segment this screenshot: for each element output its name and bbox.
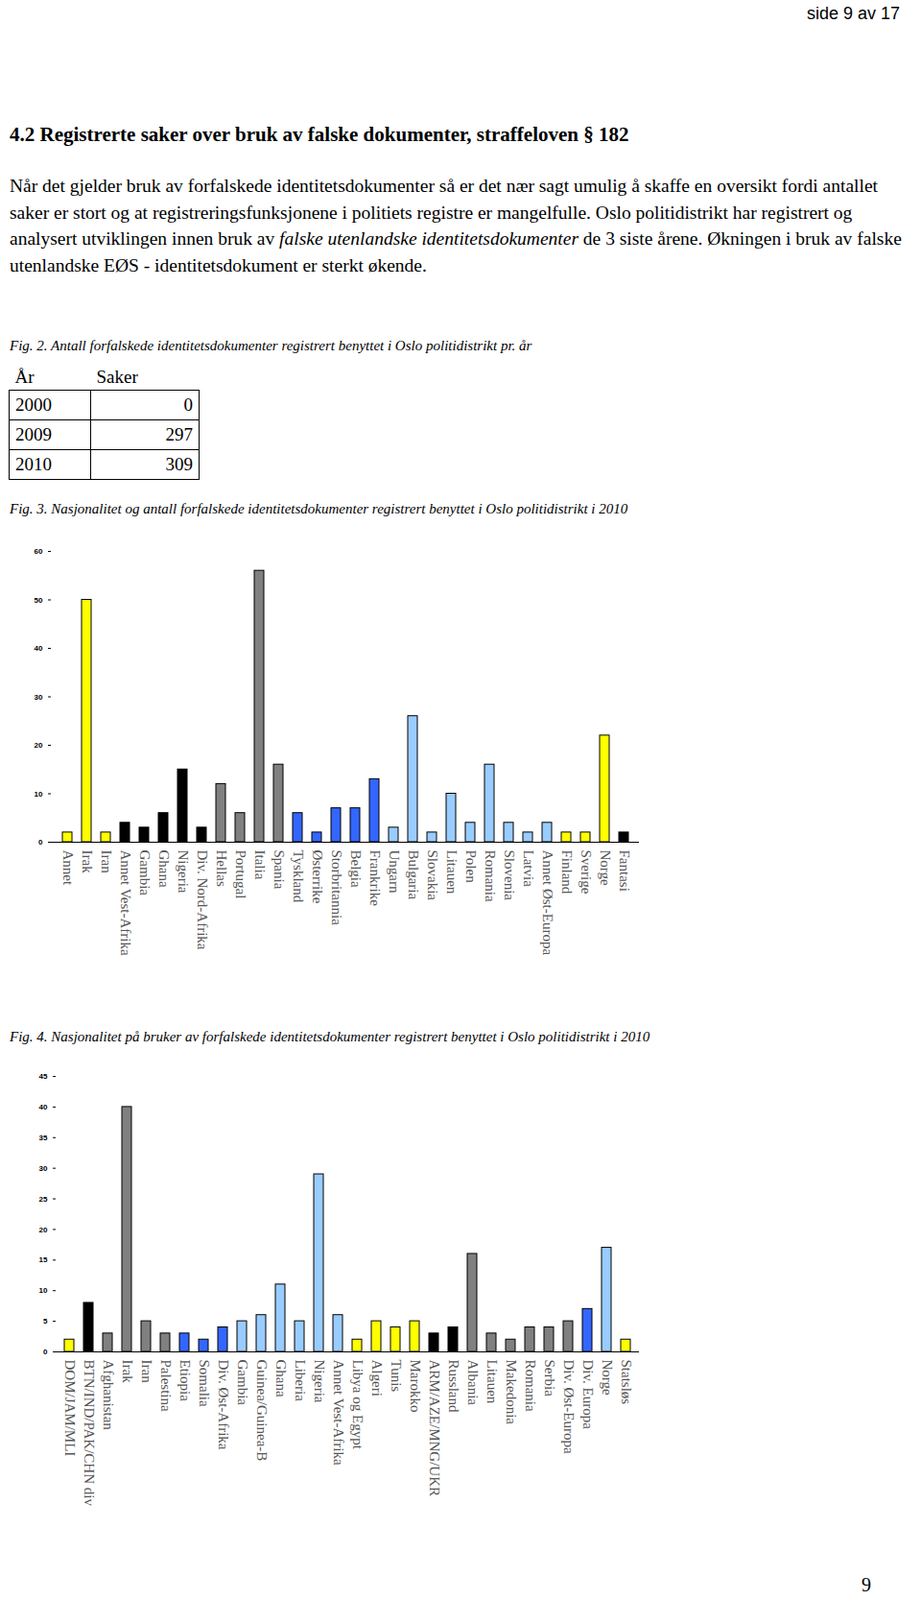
svg-text:Nigeria: Nigeria [311, 1359, 328, 1403]
svg-text:Iran: Iran [98, 850, 115, 874]
svg-text:Portugal: Portugal [233, 850, 249, 899]
svg-text:Annet: Annet [60, 850, 76, 886]
svg-text:Div. Nord-Afrika: Div. Nord-Afrika [194, 850, 211, 950]
svg-text:Ghana: Ghana [273, 1359, 289, 1397]
svg-text:Irak: Irak [79, 850, 95, 874]
svg-text:15: 15 [39, 1254, 48, 1264]
svg-text:10: 10 [39, 1285, 48, 1295]
svg-text:Albania: Albania [465, 1359, 481, 1406]
svg-text:Litauen: Litauen [484, 1359, 500, 1404]
html-text:Når det gjelder bruk av forfal: Når det gjelder bruk av forfalskede iden… [9, 175, 902, 275]
svg-text:Algeri: Algeri [369, 1359, 385, 1396]
svg-text:Makedonia: Makedonia [503, 1359, 520, 1425]
html-text:4.2 Registrerte saker over bru: 4.2 Registrerte saker over bruk av falsk… [9, 122, 629, 146]
svg-text:Slovakia: Slovakia [425, 850, 441, 901]
svg-text:Tyskland: Tyskland [290, 850, 307, 903]
svg-text:Slovenia: Slovenia [501, 850, 518, 901]
svg-text:30: 30 [39, 1163, 48, 1173]
svg-text:0: 0 [38, 837, 44, 847]
svg-text:DOM/JAM/MLI: DOM/JAM/MLI [62, 1359, 78, 1457]
html-text:0: 0 [183, 394, 193, 415]
html-text:2010: 2010 [15, 453, 52, 474]
svg-text:Ungarn: Ungarn [386, 850, 402, 894]
svg-text:Norge: Norge [597, 850, 614, 887]
svg-text:Afghanistan: Afghanistan [100, 1359, 117, 1431]
svg-text:40: 40 [34, 643, 44, 653]
svg-text:Sverige: Sverige [578, 850, 594, 895]
svg-text:Serbia: Serbia [542, 1359, 558, 1397]
svg-text:Annet Vest-Afrika: Annet Vest-Afrika [330, 1359, 347, 1465]
svg-text:Bulgaria: Bulgaria [405, 850, 422, 900]
svg-text:Ghana: Ghana [156, 850, 172, 888]
svg-text:BTN/IND/PAK/CHN div: BTN/IND/PAK/CHN div [81, 1359, 97, 1507]
svg-text:Somalia: Somalia [196, 1359, 213, 1408]
svg-text:Nigeria: Nigeria [175, 850, 191, 894]
svg-text:Gambia: Gambia [137, 850, 153, 897]
svg-text:Irak: Irak [119, 1359, 136, 1384]
svg-text:Etiopia: Etiopia [177, 1359, 193, 1402]
svg-text:Spania: Spania [271, 850, 287, 890]
svg-text:25: 25 [39, 1194, 48, 1204]
svg-text:Russland: Russland [446, 1359, 462, 1414]
svg-text:Div. Øst-Afrika: Div. Øst-Afrika [215, 1359, 232, 1450]
svg-text:Norge: Norge [599, 1359, 615, 1396]
svg-text:Palestina: Palestina [158, 1359, 174, 1412]
html-text:Fig. 3. Nasjonalitet og antall: Fig. 3. Nasjonalitet og antall forfalske… [9, 500, 628, 517]
svg-text:Liberia: Liberia [292, 1359, 308, 1402]
svg-text:Italia: Italia [252, 850, 268, 880]
html-text:side 9 av 17: side 9 av 17 [806, 3, 900, 24]
html-text:9: 9 [861, 1573, 872, 1595]
html-text:2000: 2000 [15, 394, 52, 415]
html-text:2009: 2009 [15, 424, 52, 445]
svg-text:Hellas: Hellas [213, 850, 230, 887]
html-text:Fig. 4. Nasjonalitet på bruker: Fig. 4. Nasjonalitet på bruker av forfal… [9, 1028, 650, 1044]
html-text:309: 309 [165, 453, 193, 474]
svg-text:Storbritannia: Storbritannia [329, 850, 345, 926]
svg-text:Div. Europa: Div. Europa [580, 1359, 596, 1430]
svg-text:Belgia: Belgia [348, 850, 364, 888]
svg-text:Div. Øst-Europa: Div. Øst-Europa [561, 1359, 577, 1455]
svg-text:50: 50 [34, 595, 44, 605]
svg-text:Finland: Finland [559, 850, 575, 895]
svg-text:45: 45 [39, 1071, 48, 1081]
svg-text:Statsløs: Statsløs [618, 1359, 635, 1405]
svg-text:Tunis: Tunis [388, 1359, 404, 1393]
html-text:297: 297 [165, 424, 193, 445]
svg-text:Polen: Polen [463, 850, 479, 884]
svg-text:Fantasi: Fantasi [616, 850, 633, 892]
svg-text:Annet Øst-Europa: Annet Øst-Europa [540, 850, 556, 956]
svg-text:60: 60 [34, 546, 44, 556]
html-text:Saker: Saker [96, 366, 138, 387]
svg-text:Guinea/Guinea-B: Guinea/Guinea-B [254, 1359, 270, 1462]
svg-text:20: 20 [34, 740, 44, 750]
html-text:År: År [14, 366, 35, 387]
svg-text:30: 30 [34, 692, 44, 702]
svg-text:Romania: Romania [522, 1359, 539, 1412]
svg-text:Annet Vest-Afrika: Annet Vest-Afrika [118, 850, 134, 956]
svg-text:35: 35 [39, 1133, 48, 1142]
svg-text:10: 10 [34, 789, 44, 799]
svg-text:Østerrike: Østerrike [309, 850, 326, 904]
svg-text:ARM/AZE/MNG/UKR: ARM/AZE/MNG/UKR [426, 1359, 443, 1497]
svg-text:Marokko: Marokko [407, 1359, 424, 1413]
svg-text:20: 20 [39, 1225, 48, 1234]
svg-text:Gambia: Gambia [235, 1359, 251, 1406]
svg-text:Frankrike: Frankrike [367, 850, 383, 907]
svg-text:Iran: Iran [139, 1359, 155, 1384]
svg-text:Litauen: Litauen [444, 850, 460, 895]
svg-text:Latvia: Latvia [520, 850, 537, 888]
svg-text:5: 5 [43, 1316, 48, 1325]
svg-text:Romania: Romania [482, 850, 498, 902]
svg-text:Libya og Egypt: Libya og Egypt [350, 1359, 366, 1450]
svg-text:0: 0 [43, 1346, 48, 1356]
svg-text:40: 40 [39, 1102, 48, 1111]
html-text:Fig. 2. Antall forfalskede ide: Fig. 2. Antall forfalskede identitetsdok… [9, 337, 532, 354]
